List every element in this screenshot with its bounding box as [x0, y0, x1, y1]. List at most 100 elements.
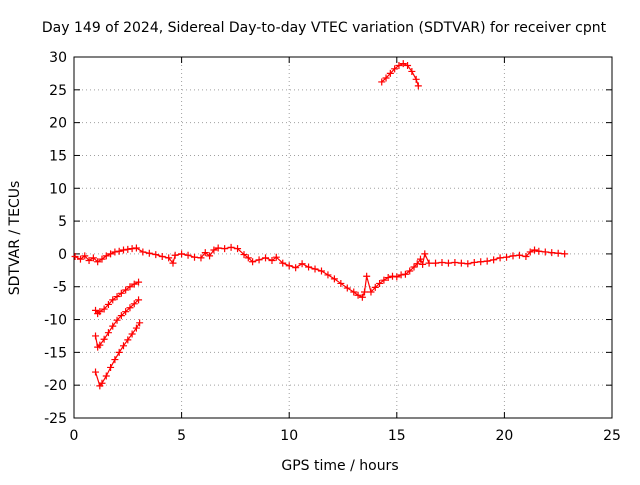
data-point [100, 335, 108, 343]
data-point [384, 274, 392, 282]
data-point [94, 258, 102, 266]
y-tick-label: -20 [44, 378, 67, 394]
data-point [554, 249, 562, 257]
data-point [124, 336, 132, 344]
y-tick-label: 0 [58, 247, 67, 263]
data-point [115, 247, 123, 255]
data-point [124, 245, 132, 253]
data-point [477, 258, 485, 266]
data-point [111, 248, 119, 256]
data-point [244, 254, 252, 262]
data-point [113, 293, 121, 301]
x-tick-label: 20 [495, 428, 513, 444]
y-tick-label: 5 [58, 214, 67, 230]
y-tick-label: 15 [49, 148, 67, 164]
data-point [128, 330, 136, 338]
data-point [522, 253, 530, 261]
data-point [165, 254, 173, 262]
data-point [115, 348, 123, 356]
data-point [414, 82, 422, 90]
data-point [221, 245, 229, 253]
grid-layer [74, 57, 612, 418]
data-point [391, 65, 399, 73]
data-point [122, 286, 130, 294]
data-point [132, 324, 140, 332]
data-point [388, 272, 396, 280]
data-point [298, 260, 306, 268]
data-point [92, 368, 100, 376]
data-point [109, 296, 117, 304]
data-point [343, 284, 351, 292]
data-point [515, 251, 523, 259]
data-point [71, 253, 79, 261]
data-point [145, 249, 153, 257]
data-point [526, 248, 534, 256]
y-tick-label: 25 [49, 83, 67, 99]
series-baseline [71, 243, 569, 301]
data-point [111, 356, 119, 364]
plot-frame [73, 56, 613, 419]
data-point [380, 276, 388, 284]
data-point [496, 254, 504, 262]
data-point [324, 271, 332, 279]
data-point [358, 293, 366, 301]
data-point [255, 256, 263, 264]
data-point [541, 248, 549, 256]
data-point [135, 296, 143, 304]
data-point [113, 316, 121, 324]
data-point [272, 253, 280, 261]
data-point [249, 258, 257, 266]
data-point [503, 253, 511, 261]
data-point [81, 252, 89, 260]
data-point [412, 75, 420, 83]
y-tick-label: -10 [44, 313, 67, 329]
data-point [410, 263, 418, 271]
data-point [404, 62, 412, 70]
y-tick-label: -5 [53, 280, 67, 296]
data-point [438, 258, 446, 266]
data-point [158, 253, 166, 261]
x-tick-label: 5 [177, 428, 186, 444]
data-point [354, 291, 362, 299]
y-tick-label: -25 [44, 411, 67, 427]
data-point [117, 289, 125, 297]
data-point [76, 255, 84, 263]
data-point [135, 278, 143, 286]
data-point [132, 244, 140, 252]
series-trace [381, 62, 419, 87]
series-arc-lower [92, 319, 144, 390]
y-tick-label: 10 [49, 181, 67, 197]
x-axis-label: GPS time / hours [281, 458, 398, 474]
data-point [152, 251, 160, 259]
y-tick-label: 20 [49, 116, 67, 132]
data-point [421, 250, 429, 258]
data-point [401, 270, 409, 278]
data-point [483, 257, 491, 265]
data-point [386, 69, 394, 77]
series-high-arc [378, 60, 422, 90]
series-arc-middle [92, 296, 143, 351]
data-point [104, 300, 112, 308]
data-point [206, 252, 214, 260]
data-point [399, 60, 407, 68]
data-point [561, 250, 569, 258]
data-point [234, 245, 242, 253]
data-point [96, 341, 104, 349]
data-point [107, 250, 115, 258]
data-point [119, 246, 127, 254]
data-point [119, 342, 127, 350]
data-point [330, 275, 338, 283]
data-point [178, 250, 186, 258]
data-point [85, 256, 93, 264]
data-point [107, 363, 115, 371]
data-point [305, 263, 313, 271]
data-point [92, 332, 100, 340]
data-point [432, 259, 440, 267]
data-point [382, 74, 390, 82]
y-tick-label: -15 [44, 345, 67, 361]
data-point [130, 300, 138, 308]
data-point [214, 244, 222, 252]
data-point [317, 267, 325, 275]
